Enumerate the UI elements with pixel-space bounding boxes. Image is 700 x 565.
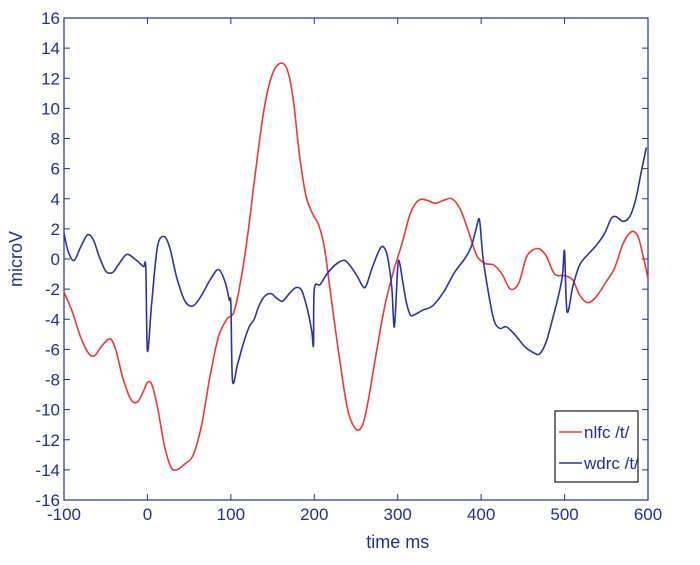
y-axis-title: microV [6,231,26,287]
y-tick-label: 14 [41,39,60,58]
series-group [63,62,649,472]
y-tick-label: -12 [35,431,60,450]
x-axis-title: time ms [366,532,429,552]
y-tick-label: 0 [51,250,60,269]
y-tick-label: 16 [41,9,60,28]
series-line-nlfc [63,62,649,472]
x-tick-label: 100 [217,505,245,524]
y-tick-label: 6 [51,160,60,179]
x-tick-label: 300 [384,505,412,524]
legend-label-nlfc: nlfc /t/ [584,423,630,442]
legend-label-wdrc: wdrc /t/ [583,454,639,473]
x-axis-ticks: -100 0 100 200 300 400 500 600 [47,18,662,524]
x-tick-label: 200 [300,505,328,524]
y-tick-label: 10 [41,99,60,118]
y-tick-label: 2 [51,220,60,239]
x-tick-label: -100 [47,505,81,524]
y-tick-label: -6 [45,340,60,359]
legend-box [554,410,639,483]
y-tick-label: -16 [35,491,60,510]
y-tick-label: -2 [45,280,60,299]
x-tick-label: 400 [467,505,495,524]
y-tick-label: 12 [41,69,60,88]
y-tick-label: -4 [45,310,60,329]
y-tick-label: 8 [51,130,60,149]
y-tick-label: -8 [45,371,60,390]
x-tick-label: 0 [143,505,152,524]
x-tick-label: 600 [634,505,662,524]
y-tick-label: -10 [35,401,60,420]
y-tick-label: -14 [35,461,60,480]
x-tick-label: 500 [550,505,578,524]
y-tick-label: 4 [51,190,60,209]
series-line-wdrc [63,147,648,385]
legend: nlfc /t/ wdrc /t/ [554,410,639,483]
y-axis-ticks: -16 -14 -12 -10 -8 -6 -4 -2 0 2 4 6 8 10 12 14 16 [35,9,648,510]
